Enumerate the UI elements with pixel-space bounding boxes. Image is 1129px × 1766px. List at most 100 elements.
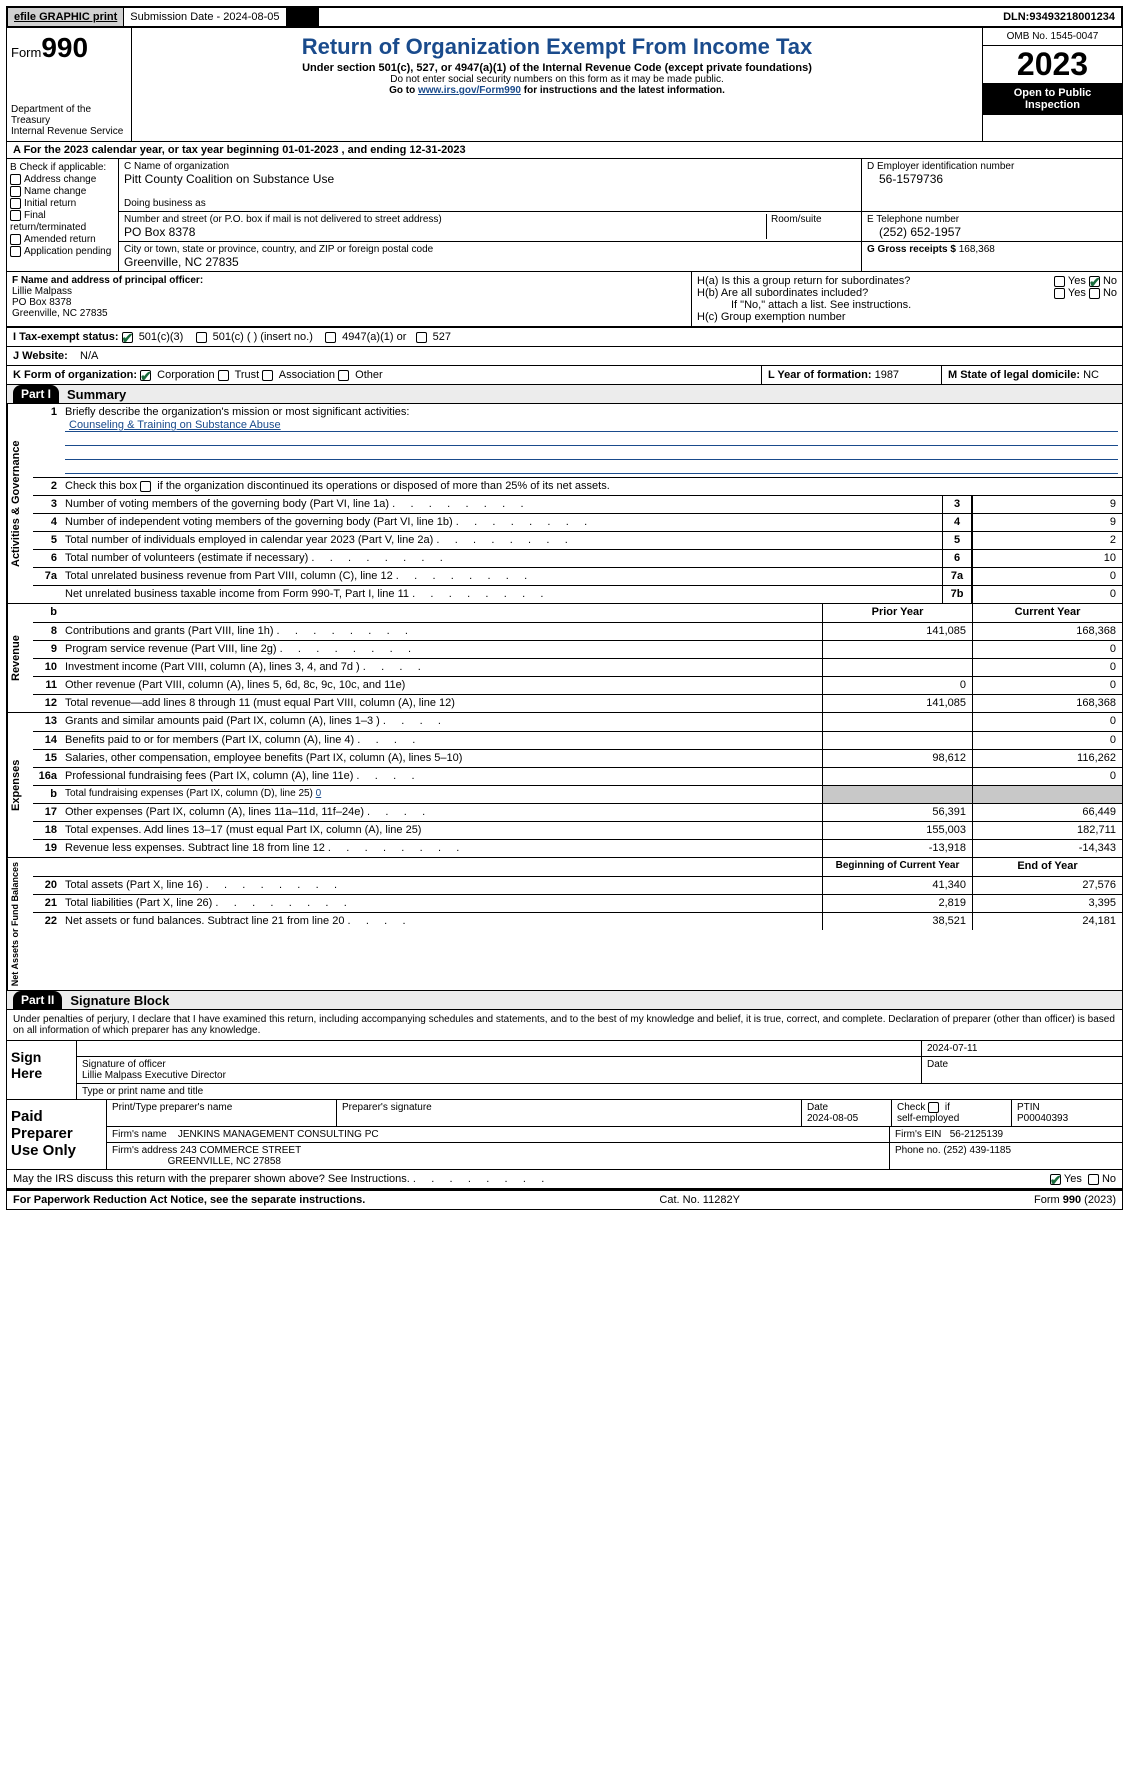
c17: 66,449 bbox=[972, 804, 1122, 821]
cb-discuss-yes[interactable] bbox=[1050, 1174, 1061, 1185]
city-value: Greenville, NC 27835 bbox=[124, 255, 856, 269]
cat-no: Cat. No. 11282Y bbox=[659, 1194, 740, 1206]
cb-ha-no[interactable] bbox=[1089, 276, 1100, 287]
form-number: Form990 bbox=[11, 32, 127, 64]
c18: 182,711 bbox=[972, 822, 1122, 839]
irs-link[interactable]: www.irs.gov/Form990 bbox=[418, 85, 521, 96]
prep-ptin: PTINP00040393 bbox=[1012, 1100, 1122, 1126]
part1-tag: Part I bbox=[13, 385, 59, 403]
dept-treasury: Department of the Treasury bbox=[11, 104, 127, 126]
cb-address-change[interactable]: Address change bbox=[10, 174, 115, 185]
street-value: PO Box 8378 bbox=[124, 225, 766, 239]
ssn-note: Do not enter social security numbers on … bbox=[136, 74, 978, 85]
cb-self-employed[interactable] bbox=[928, 1102, 939, 1113]
current-year-hdr: Current Year bbox=[972, 604, 1122, 622]
cb-discuss-no[interactable] bbox=[1088, 1174, 1099, 1185]
phone-value: (252) 652-1957 bbox=[867, 225, 1117, 239]
cb-ha-yes[interactable] bbox=[1054, 276, 1065, 287]
ein-cell: D Employer identification number 56-1579… bbox=[862, 159, 1122, 212]
beg-year-hdr: Beginning of Current Year bbox=[822, 858, 972, 876]
header-center: Return of Organization Exempt From Incom… bbox=[132, 28, 982, 141]
city-cell: City or town, state or province, country… bbox=[119, 242, 862, 271]
firm-phone: Phone no. (252) 439-1185 bbox=[890, 1143, 1122, 1169]
header-left: Form990 Department of the Treasury Inter… bbox=[7, 28, 132, 141]
c21: 3,395 bbox=[972, 895, 1122, 912]
p10 bbox=[822, 659, 972, 676]
c16b bbox=[972, 786, 1122, 803]
form-footer: Form 990 (2023) bbox=[1034, 1194, 1116, 1206]
room-suite: Room/suite bbox=[766, 214, 856, 239]
section-revenue: Revenue bPrior YearCurrent Year 8Contrib… bbox=[6, 604, 1123, 713]
prep-sig-hdr: Preparer's signature bbox=[337, 1100, 802, 1126]
tax-year: 2023 bbox=[983, 46, 1122, 83]
paid-preparer-label: Paid Preparer Use Only bbox=[7, 1100, 107, 1169]
section-expenses: Expenses 13Grants and similar amounts pa… bbox=[6, 713, 1123, 858]
c9: 0 bbox=[972, 641, 1122, 658]
c11: 0 bbox=[972, 677, 1122, 694]
sig-date-lbl: Date bbox=[922, 1057, 1122, 1083]
l14: Benefits paid to or for members (Part IX… bbox=[61, 732, 822, 749]
l13: Grants and similar amounts paid (Part IX… bbox=[61, 713, 822, 731]
l17: Other expenses (Part IX, column (A), lin… bbox=[61, 804, 822, 821]
l1-label: Briefly describe the organization's miss… bbox=[65, 406, 1118, 418]
row-j: J Website: N/A bbox=[6, 347, 1123, 366]
public-inspection: Open to Public Inspection bbox=[983, 83, 1122, 115]
cb-501c[interactable] bbox=[196, 332, 207, 343]
p20: 41,340 bbox=[822, 877, 972, 894]
l5: Total number of individuals employed in … bbox=[61, 532, 942, 549]
sig-officer-lbl: Signature of officerLillie Malpass Execu… bbox=[77, 1057, 922, 1083]
cb-assoc[interactable] bbox=[262, 370, 273, 381]
c22: 24,181 bbox=[972, 913, 1122, 930]
efile-print-button[interactable]: efile GRAPHIC print bbox=[8, 8, 124, 26]
cb-hb-no[interactable] bbox=[1089, 288, 1100, 299]
cb-name-change[interactable]: Name change bbox=[10, 186, 115, 197]
box-b: B Check if applicable: Address change Na… bbox=[7, 159, 119, 271]
sig-date: 2024-07-11 bbox=[922, 1041, 1122, 1056]
part2-title: Signature Block bbox=[62, 993, 169, 1008]
p8: 141,085 bbox=[822, 623, 972, 640]
officer-name: Lillie Malpass bbox=[12, 286, 686, 297]
cb-initial-return[interactable]: Initial return bbox=[10, 198, 115, 209]
form-subtitle: Under section 501(c), 527, or 4947(a)(1)… bbox=[136, 62, 978, 74]
side-governance: Activities & Governance bbox=[7, 404, 33, 603]
cb-application-pending[interactable]: Application pending bbox=[10, 246, 115, 257]
l16b: Total fundraising expenses (Part IX, col… bbox=[61, 786, 822, 803]
cb-corp[interactable] bbox=[140, 370, 151, 381]
officer-addr1: PO Box 8378 bbox=[12, 297, 686, 308]
row-i: I Tax-exempt status: 501(c)(3) 501(c) ( … bbox=[6, 328, 1123, 347]
p12: 141,085 bbox=[822, 695, 972, 712]
l7a: Total unrelated business revenue from Pa… bbox=[61, 568, 942, 585]
c15: 116,262 bbox=[972, 750, 1122, 767]
side-net-assets: Net Assets or Fund Balances bbox=[7, 858, 33, 990]
page-footer: For Paperwork Reduction Act Notice, see … bbox=[6, 1189, 1123, 1210]
paid-preparer-block: Paid Preparer Use Only Print/Type prepar… bbox=[6, 1100, 1123, 1170]
cb-hb-yes[interactable] bbox=[1054, 288, 1065, 299]
header-right: OMB No. 1545-0047 2023 Open to Public In… bbox=[982, 28, 1122, 141]
v7a: 0 bbox=[972, 568, 1122, 585]
box-f: F Name and address of principal officer:… bbox=[7, 272, 692, 326]
l18: Total expenses. Add lines 13–17 (must eq… bbox=[61, 822, 822, 839]
cb-527[interactable] bbox=[416, 332, 427, 343]
l21: Total liabilities (Part X, line 26) bbox=[61, 895, 822, 912]
form-title: Return of Organization Exempt From Incom… bbox=[136, 34, 978, 60]
cb-4947[interactable] bbox=[325, 332, 336, 343]
cb-amended-return[interactable]: Amended return bbox=[10, 234, 115, 245]
l7b: Net unrelated business taxable income fr… bbox=[61, 586, 942, 603]
ein-value: 56-1579736 bbox=[867, 172, 1117, 186]
cb-final-return[interactable]: Final return/terminated bbox=[10, 210, 115, 232]
l22: Net assets or fund balances. Subtract li… bbox=[61, 913, 822, 930]
topbar: efile GRAPHIC print Submission Date - 20… bbox=[6, 6, 1123, 28]
cb-501c3[interactable] bbox=[122, 332, 133, 343]
c8: 168,368 bbox=[972, 623, 1122, 640]
l3: Number of voting members of the governin… bbox=[61, 496, 942, 513]
goto-note: Go to www.irs.gov/Form990 for instructio… bbox=[136, 85, 978, 96]
l16b-val[interactable]: 0 bbox=[316, 788, 322, 799]
row-klm: K Form of organization: Corporation Trus… bbox=[6, 366, 1123, 385]
p14 bbox=[822, 732, 972, 749]
cb-trust[interactable] bbox=[218, 370, 229, 381]
c19: -14,343 bbox=[972, 840, 1122, 857]
cb-discontinued[interactable] bbox=[140, 481, 151, 492]
cb-other[interactable] bbox=[338, 370, 349, 381]
firm-address: Firm's address 243 COMMERCE STREET GREEN… bbox=[107, 1143, 890, 1169]
section-net-assets: Net Assets or Fund Balances Beginning of… bbox=[6, 858, 1123, 991]
